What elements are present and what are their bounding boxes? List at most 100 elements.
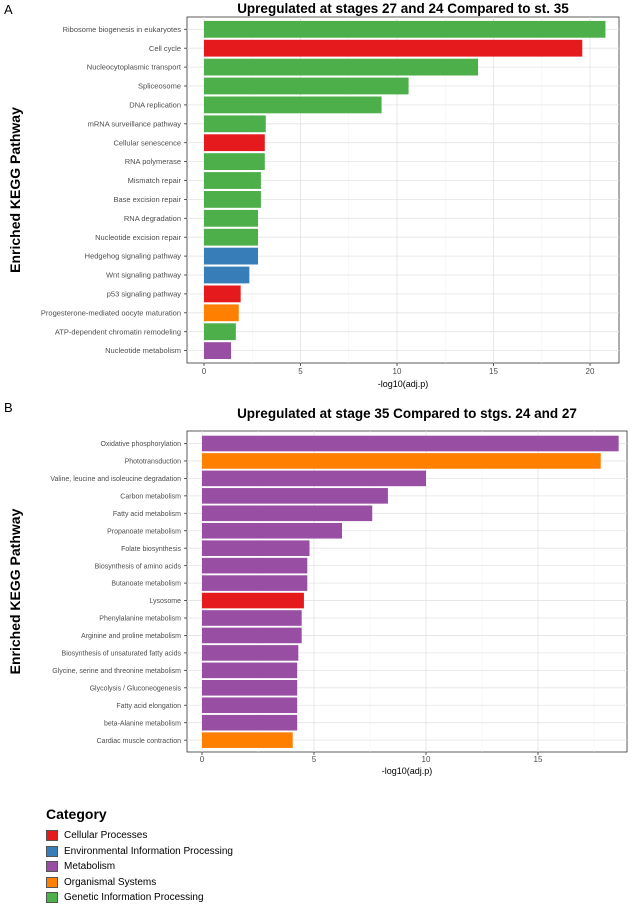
bar-cardiac-muscle-contraction xyxy=(202,732,293,748)
y-tick-label: ATP-dependent chromatin remodeling xyxy=(55,327,181,336)
legend-item: Metabolism xyxy=(46,859,233,875)
y-tick-label: Phototransduction xyxy=(125,459,182,466)
legend-title: Category xyxy=(46,806,107,822)
bar-fatty-acid-metabolism xyxy=(202,505,373,522)
chart-panel-a: A Upregulated at stages 27 and 24 Compare… xyxy=(4,1,620,389)
panel-letter: A xyxy=(4,2,13,17)
y-tick-label: Fatty acid elongation xyxy=(116,703,181,710)
bar-folate-biosynthesis xyxy=(202,540,310,556)
y-tick-label: Glycine, serine and threonine metabolism xyxy=(52,668,181,675)
bar-carbon-metabolism xyxy=(202,488,388,504)
bar-lysosome xyxy=(202,592,304,609)
y-tick-label: Biosynthesis of unsaturated fatty acids xyxy=(62,651,182,658)
x-tick-label: 5 xyxy=(312,755,317,764)
x-axis-title: -log10(adj.p) xyxy=(382,766,433,776)
bar-phototransduction xyxy=(202,453,601,469)
bars xyxy=(204,20,606,359)
y-tick-label: Cellular senescence xyxy=(113,138,181,147)
legend-label: Environmental Information Processing xyxy=(64,845,233,857)
bar-cell-cycle xyxy=(204,39,583,57)
y-tick-label: Biosynthesis of amino acids xyxy=(95,563,182,570)
y-tick-label: Cardiac muscle contraction xyxy=(97,738,182,745)
bar-rna-degradation xyxy=(204,209,259,227)
bar-dna-replication xyxy=(204,96,382,114)
bar-nucleotide-metabolism xyxy=(204,342,232,359)
bar-rna-polymerase xyxy=(204,153,265,170)
y-tick-label: Progesterone-mediated oocyte maturation xyxy=(41,308,181,317)
y-tick-label: Valine, leucine and isoleucine degradati… xyxy=(50,476,181,483)
y-tick-label: beta-Alanine metabolism xyxy=(104,720,181,727)
y-tick-label: RNA polymerase xyxy=(125,157,181,166)
bar-progesterone-mediated-oocyte-maturation xyxy=(204,304,239,322)
y-tick-label: mRNA surveillance pathway xyxy=(88,119,182,128)
bar-spliceosome xyxy=(204,77,409,95)
y-tick-label: Propanoate metabolism xyxy=(107,528,181,535)
legend-item: Cellular Processes xyxy=(46,828,233,844)
y-tick-label: Nucleotide metabolism xyxy=(105,346,181,355)
y-tick-label: Cell cycle xyxy=(149,44,181,53)
y-tick-label: Arginine and proline metabolism xyxy=(81,633,181,640)
y-tick-label: Mismatch repair xyxy=(128,176,182,185)
bar-valine-leucine-and-isoleucine-degradation xyxy=(202,470,426,487)
legend-label: Metabolism xyxy=(64,861,116,873)
legend-item: Genetic Information Processing xyxy=(46,890,233,906)
bar-nucleocytoplasmic-transport xyxy=(204,58,479,76)
legend-label: Organismal Systems xyxy=(64,876,157,888)
bar-arginine-and-proline-metabolism xyxy=(202,627,302,644)
chart-title: Upregulated at stage 35 Compared to stgs… xyxy=(237,406,577,421)
bar-phenylalanine-metabolism xyxy=(202,610,302,626)
x-tick-label: 0 xyxy=(202,367,207,376)
bar-propanoate-metabolism xyxy=(202,522,342,539)
bar-butanoate-metabolism xyxy=(202,575,308,591)
y-tick-label: Spliceosome xyxy=(138,82,181,91)
y-tick-label: Lysosome xyxy=(149,598,181,605)
chart-panel-b: B Upregulated at stage 35 Compared to stg… xyxy=(4,400,628,776)
bar-glycine-serine-and-threonine-metabolism xyxy=(202,662,298,679)
x-tick-label: 15 xyxy=(489,367,498,376)
y-tick-label: Oxidative phosphorylation xyxy=(100,441,181,448)
x-tick-label: 5 xyxy=(298,367,303,376)
y-axis-title: Enriched KEGG Pathway xyxy=(7,107,23,273)
legend-label: Cellular Processes xyxy=(64,830,148,842)
y-tick-label: Nucleocytoplasmic transport xyxy=(87,63,182,72)
bar-biosynthesis-of-amino-acids xyxy=(202,557,308,574)
x-tick-label: 10 xyxy=(393,367,402,376)
bar-oxidative-phosphorylation xyxy=(202,435,619,452)
x-tick-label: 10 xyxy=(422,755,431,764)
bar-hedgehog-signaling-pathway xyxy=(204,247,259,265)
x-tick-label: 15 xyxy=(534,755,543,764)
bar-cellular-senescence xyxy=(204,134,265,152)
bar-nucleotide-excision-repair xyxy=(204,228,259,246)
y-tick-label: Phenylalanine metabolism xyxy=(99,616,181,623)
bar-wnt-signaling-pathway xyxy=(204,266,250,284)
bar-fatty-acid-elongation xyxy=(202,697,298,714)
y-tick-label: Nucleotide excision repair xyxy=(95,233,181,242)
x-tick-label: 20 xyxy=(586,367,595,376)
bar-biosynthesis-of-unsaturated-fatty-acids xyxy=(202,645,299,661)
bar-ribosome-biogenesis-in-eukaryotes xyxy=(204,20,606,38)
bar-mismatch-repair xyxy=(204,172,261,189)
y-tick-label: Carbon metabolism xyxy=(120,493,181,500)
legend: Category Cellular Processes Environmental… xyxy=(46,806,233,906)
chart-title: Upregulated at stages 27 and 24 Compared… xyxy=(237,1,569,16)
y-tick-label: Base excision repair xyxy=(113,195,181,204)
y-tick-label: Ribosome biogenesis in eukaryotes xyxy=(63,25,182,34)
legend-swatch xyxy=(46,845,58,857)
bar-mrna-surveillance-pathway xyxy=(204,115,266,133)
x-tick-label: 0 xyxy=(200,755,205,764)
panel-letter: B xyxy=(4,400,13,415)
y-tick-label: RNA degradation xyxy=(124,214,181,223)
legend-swatch xyxy=(46,892,58,904)
y-tick-label: Glycolysis / Gluconeogenesis xyxy=(90,685,182,692)
bar-glycolysis-gluconeogenesis xyxy=(202,680,298,696)
legend-item: Organismal Systems xyxy=(46,875,233,891)
bar-base-excision-repair xyxy=(204,191,261,208)
legend-swatch xyxy=(46,861,58,873)
y-axis-title: Enriched KEGG Pathway xyxy=(7,508,23,674)
y-tick-label: Fatty acid metabolism xyxy=(113,511,181,518)
bar-beta-alanine-metabolism xyxy=(202,714,298,731)
bars xyxy=(202,435,619,748)
y-tick-label: Folate biosynthesis xyxy=(121,546,181,553)
bar-atp-dependent-chromatin-remodeling xyxy=(204,323,236,341)
